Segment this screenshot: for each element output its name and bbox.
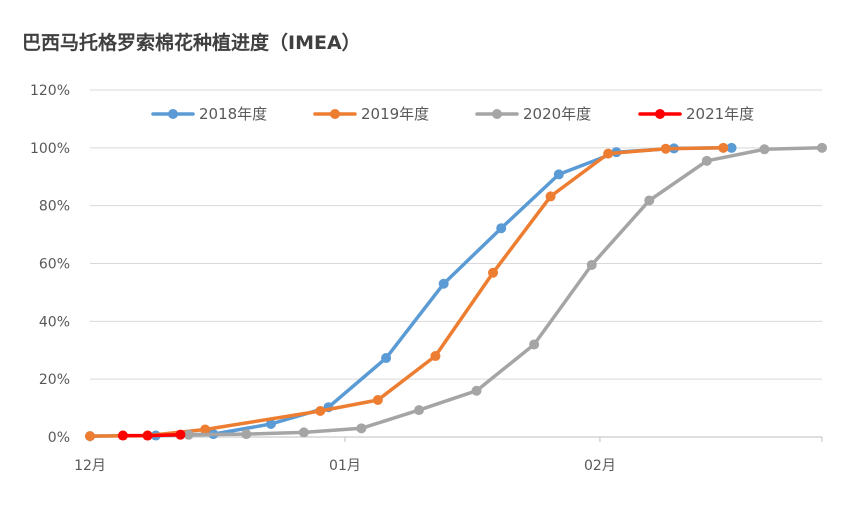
legend-marker <box>655 109 665 119</box>
data-point <box>488 267 499 278</box>
data-point <box>496 223 507 234</box>
y-axis: 0% 20% 40% 60% 80% 100% 120% <box>30 83 70 446</box>
data-point <box>372 394 383 405</box>
data-point <box>586 259 597 270</box>
x-axis: 12月 01月 02月 <box>74 436 823 474</box>
x-tick-label: 12月 <box>74 458 106 474</box>
data-point <box>603 148 614 159</box>
grid-lines <box>90 89 822 380</box>
data-point <box>430 351 441 362</box>
x-tick-label: 02月 <box>584 458 616 474</box>
data-point <box>356 423 367 434</box>
series <box>117 429 186 441</box>
y-tick-label: 40% <box>39 314 70 330</box>
data-point <box>200 424 211 435</box>
data-point <box>718 142 729 153</box>
data-point <box>545 191 556 202</box>
legend-item: 2019年度 <box>313 105 429 123</box>
legend-label: 2020年度 <box>523 105 591 123</box>
legend: 2018年度 2019年度 2020年度 2021年度 <box>151 105 754 123</box>
data-point <box>471 385 482 396</box>
data-point <box>241 429 252 440</box>
legend-marker <box>168 109 178 119</box>
series-group <box>85 142 827 442</box>
chart-title: 巴西马托格罗索棉花种植进度（IMEA） <box>22 32 361 54</box>
data-point <box>759 144 770 155</box>
series <box>183 142 827 440</box>
legend-item: 2018年度 <box>151 105 267 123</box>
series <box>85 142 737 442</box>
data-point <box>817 142 827 153</box>
data-point <box>265 418 276 429</box>
data-point <box>726 142 737 153</box>
y-tick-label: 60% <box>39 257 70 273</box>
series-line <box>186 146 824 437</box>
data-point <box>413 405 424 416</box>
data-point <box>298 427 309 438</box>
data-point <box>117 430 128 441</box>
legend-item: 2020年度 <box>475 105 591 123</box>
y-tick-label: 100% <box>30 141 70 157</box>
data-point <box>315 405 326 416</box>
data-point <box>644 195 655 206</box>
series <box>85 142 729 442</box>
y-tick-label: 80% <box>39 199 70 215</box>
legend-label: 2019年度 <box>361 105 429 123</box>
legend-label: 2018年度 <box>199 105 267 123</box>
data-point <box>381 353 392 364</box>
data-point <box>175 429 186 440</box>
legend-marker <box>492 109 502 119</box>
series-line <box>88 146 726 438</box>
x-tick-label: 01月 <box>329 458 361 474</box>
data-point <box>85 431 95 442</box>
y-tick-label: 120% <box>30 83 70 99</box>
data-point <box>183 429 194 440</box>
series-line <box>88 146 734 438</box>
y-tick-label: 0% <box>48 430 70 446</box>
data-point <box>660 143 671 154</box>
data-point <box>529 339 540 350</box>
data-point <box>701 155 712 166</box>
data-point <box>553 169 564 180</box>
legend-marker <box>330 109 340 119</box>
data-point <box>438 278 449 289</box>
legend-label: 2021年度 <box>686 105 754 123</box>
legend-item: 2021年度 <box>638 105 754 123</box>
data-point <box>142 430 153 441</box>
y-tick-label: 20% <box>39 372 70 388</box>
